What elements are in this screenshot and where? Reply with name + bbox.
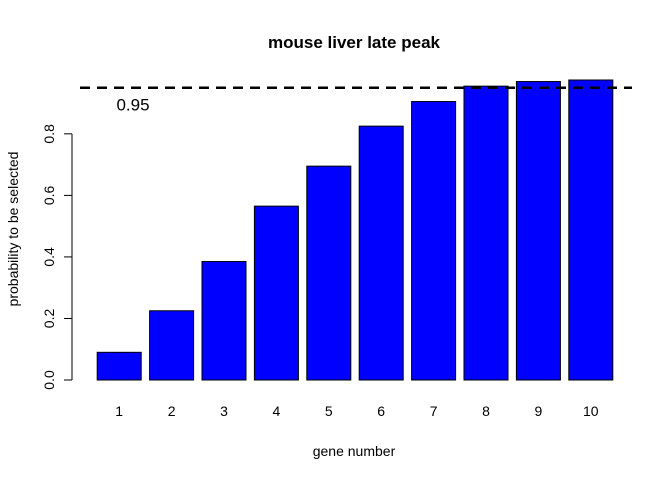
reference-line-label: 0.95 [116,96,149,115]
bar-8 [463,85,509,381]
y-axis-label: probability to be selected [5,152,21,307]
x-tick-label: 1 [115,403,123,419]
x-tick-label: 8 [482,403,490,419]
y-tick-label: 0.6 [41,185,57,205]
bar-6 [358,125,404,381]
x-tick-label: 3 [220,403,228,419]
x-tick-label: 9 [535,403,543,419]
x-axis-label: gene number [313,443,396,459]
y-tick-label: 0.0 [41,370,57,390]
x-tick-label: 4 [273,403,281,419]
x-tick-label: 10 [583,403,599,419]
y-axis: 0.0 0.2 0.4 0.6 0.8 [41,124,73,390]
y-tick-label: 0.2 [41,309,57,329]
y-tick-label: 0.8 [41,124,57,144]
bar-7 [411,101,457,381]
bar-3 [201,261,247,381]
bars [96,79,614,381]
bar-10 [568,79,614,381]
x-tick-labels: 1 2 3 4 5 6 7 8 9 10 [115,403,598,419]
reference-line-group: 0.95 [80,86,632,115]
bar-4 [253,205,299,381]
bar-2 [149,310,195,381]
x-tick-label: 5 [325,403,333,419]
x-tick-label: 6 [377,403,385,419]
chart-title: mouse liver late peak [268,33,441,52]
bar-5 [306,165,352,381]
bar-1 [96,351,142,381]
y-tick-label: 0.4 [41,247,57,267]
x-tick-label: 7 [430,403,438,419]
x-tick-label: 2 [168,403,176,419]
bar-9 [515,81,561,381]
